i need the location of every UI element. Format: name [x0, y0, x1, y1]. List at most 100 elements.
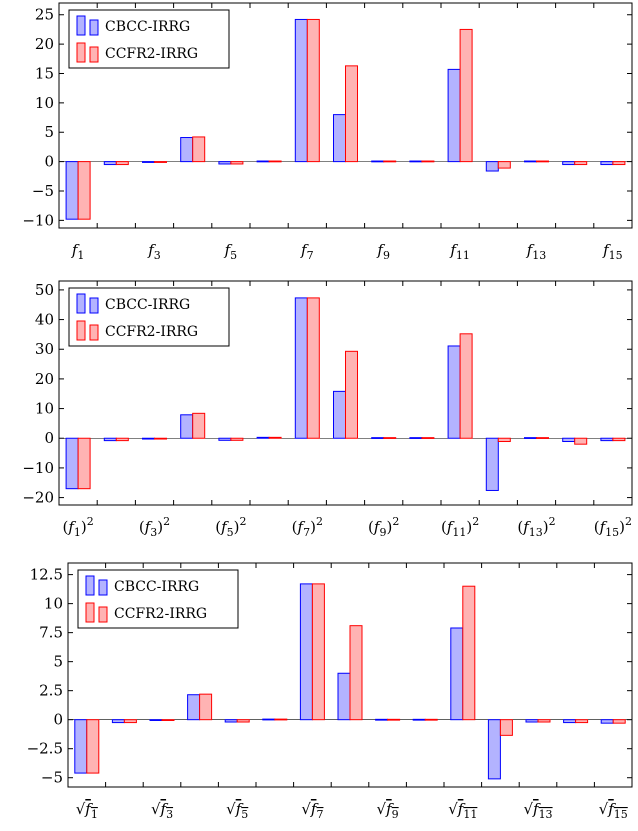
x-category-label-sqrt(f7): √f7	[301, 800, 323, 821]
legend-swatch-cbcc-irrg	[76, 15, 86, 36]
legend-swatch-cbcc-irrg-2	[89, 19, 99, 36]
bar-cbcc-irrg-f4	[180, 137, 194, 163]
bar-ccfr2-irrg-sqrt(f2)	[123, 719, 137, 724]
bar-cbcc-irrg-(f13)^2	[524, 437, 537, 439]
bar-cbcc-irrg-f2	[103, 161, 117, 166]
x-category-label-sqrt(f5): √f5	[226, 800, 248, 821]
x-category-label-sqrt(f1): √f1	[76, 800, 98, 821]
y-tick-label: 2.5	[39, 682, 63, 700]
bar-cbcc-irrg-f15	[600, 161, 614, 166]
bar-ccfr2-irrg-sqrt(f12)	[499, 719, 513, 736]
chart-panel-2: −20 −10 0 10 20 30 40 50 (f1)2 (f3)2 (f5)2 (f7)2 (f9…	[22, 280, 633, 539]
bar-ccfr2-irrg-f6	[268, 160, 282, 163]
bar-ccfr2-irrg-sqrt(f13)	[537, 719, 551, 723]
legend-swatch-ccfr2-irrg	[85, 602, 95, 623]
bar-cbcc-irrg-f12	[485, 161, 499, 172]
chart-panel-3: −5 −2.5 0 2.5 5 7.5 10 12.5 √f1 √f3 √f5 √f7 √f9 √f11 √…	[27, 562, 633, 821]
bar-ccfr2-irrg-f10	[421, 160, 435, 163]
y-tick-label: −10	[22, 211, 54, 229]
bar-cbcc-irrg-sqrt(f12)	[487, 719, 501, 780]
y-tick-label: 10	[35, 94, 54, 112]
bar-cbcc-irrg-(f3)^2	[142, 437, 155, 440]
y-tick-label: 20	[35, 35, 54, 53]
bar-ccfr2-irrg-(f4)^2	[192, 412, 206, 439]
bar-ccfr2-irrg-(f9)^2	[383, 437, 397, 439]
bar-ccfr2-irrg-sqrt(f6)	[274, 718, 288, 721]
legend-swatch-ccfr2-irrg-2	[89, 46, 99, 63]
y-tick-label: −10	[22, 459, 54, 477]
x-category-label-f9: f9	[376, 241, 390, 262]
bar-ccfr2-irrg-f1	[77, 161, 91, 220]
bar-ccfr2-irrg-(f3)^2	[154, 437, 167, 440]
bar-cbcc-irrg-f9	[371, 160, 385, 163]
bar-ccfr2-irrg-sqrt(f11)	[462, 585, 476, 721]
bar-cbcc-irrg-(f9)^2	[371, 437, 385, 439]
bar-cbcc-irrg-(f8)^2	[333, 390, 346, 439]
bar-ccfr2-irrg-f2	[115, 161, 129, 166]
y-tick-label: 20	[35, 370, 54, 388]
legend-label-ccfr2-irrg: CCFR2-IRRG	[105, 46, 198, 62]
legend-label-cbcc-irrg: CBCC-IRRG	[105, 19, 190, 35]
bar-ccfr2-irrg-(f1)^2	[77, 437, 91, 490]
bar-ccfr2-irrg-f12	[497, 161, 511, 169]
bar-ccfr2-irrg-f9	[383, 160, 397, 163]
bar-cbcc-irrg-(f1)^2	[65, 437, 79, 490]
x-category-label-(f1)^2: (f1)2	[62, 515, 93, 539]
x-category-label-sqrt(f11): √f11	[448, 800, 477, 821]
bar-ccfr2-irrg-sqrt(f1)	[86, 719, 100, 774]
legend-swatch-cbcc-irrg-2	[89, 297, 99, 314]
bar-ccfr2-irrg-f14	[574, 161, 588, 166]
y-tick-label: 0	[44, 429, 54, 447]
bar-ccfr2-irrg-(f8)^2	[345, 350, 358, 439]
legend-swatch-ccfr2-irrg-2	[98, 606, 108, 623]
bar-cbcc-irrg-sqrt(f13)	[525, 719, 539, 723]
y-tick-label: 5	[44, 123, 54, 141]
legend-swatch-cbcc-irrg	[76, 293, 86, 314]
bar-cbcc-irrg-(f14)^2	[562, 437, 576, 443]
bar-ccfr2-irrg-f8	[345, 65, 358, 163]
bar-cbcc-irrg-sqrt(f2)	[111, 719, 125, 724]
bar-cbcc-irrg-(f10)^2	[409, 437, 423, 439]
bar-ccfr2-irrg-(f12)^2	[497, 437, 511, 443]
y-tick-label: 0	[53, 711, 63, 729]
bar-ccfr2-irrg-sqrt(f3)	[161, 719, 175, 721]
y-tick-label: 10	[35, 400, 54, 418]
x-category-label-(f15)^2: (f15)2	[594, 515, 632, 539]
bar-cbcc-irrg-sqrt(f9)	[375, 718, 389, 721]
bar-cbcc-irrg-sqrt(f14)	[563, 719, 577, 724]
legend-label-cbcc-irrg: CBCC-IRRG	[105, 297, 190, 313]
y-tick-label: 30	[35, 340, 54, 358]
bar-cbcc-irrg-sqrt(f5)	[224, 719, 238, 723]
bar-ccfr2-irrg-sqrt(f8)	[349, 625, 363, 721]
chart-panel-1: −10 −5 0 5 10 15 20 25 f1 f3 f5 f7 f9 f11 f13 f15 CBCC-I…	[22, 2, 633, 262]
x-category-label-(f7)^2: (f7)2	[292, 515, 323, 539]
y-tick-label: −5	[32, 182, 54, 200]
y-tick-label: −5	[41, 769, 63, 787]
legend-swatch-cbcc-irrg-2	[98, 579, 108, 596]
bar-ccfr2-irrg-sqrt(f10)	[424, 718, 438, 721]
bar-ccfr2-irrg-(f2)^2	[115, 437, 129, 442]
x-category-label-(f11)^2: (f11)2	[441, 515, 479, 539]
bar-cbcc-irrg-f5	[218, 161, 232, 165]
y-tick-label: −20	[22, 489, 54, 507]
x-category-label-f11: f11	[449, 241, 470, 262]
bar-cbcc-irrg-sqrt(f7)	[299, 583, 313, 721]
bar-cbcc-irrg-f14	[562, 161, 576, 166]
bar-cbcc-irrg-(f2)^2	[103, 437, 117, 442]
legend: CBCC-IRRG CCFR2-IRRG	[77, 569, 239, 629]
bar-ccfr2-irrg-f5	[230, 161, 244, 165]
x-category-label-f3: f3	[147, 241, 161, 262]
y-tick-label: 5	[53, 653, 63, 671]
x-category-label-sqrt(f13): √f13	[523, 800, 552, 821]
legend-swatch-ccfr2-irrg	[76, 320, 86, 341]
x-category-label-(f5)^2: (f5)2	[215, 515, 246, 539]
bar-ccfr2-irrg-f3	[154, 161, 167, 163]
y-tick-label: 12.5	[30, 566, 63, 584]
bar-ccfr2-irrg-f4	[192, 136, 206, 163]
bar-ccfr2-irrg-(f5)^2	[230, 437, 244, 441]
bar-cbcc-irrg-sqrt(f11)	[450, 627, 464, 721]
x-category-label-sqrt(f9): √f9	[377, 800, 399, 821]
bar-ccfr2-irrg-(f14)^2	[574, 437, 588, 445]
bar-cbcc-irrg-(f5)^2	[218, 437, 232, 441]
